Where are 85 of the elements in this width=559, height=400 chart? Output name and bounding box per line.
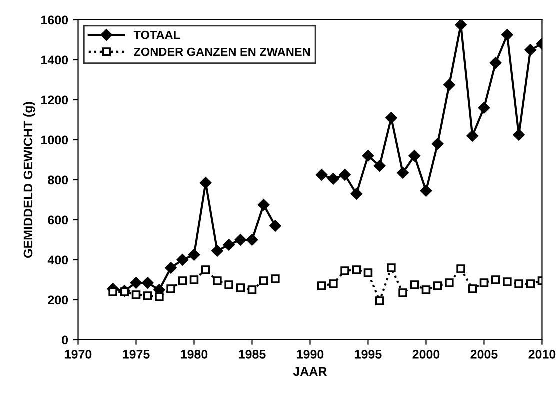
point xyxy=(316,169,328,181)
point xyxy=(362,150,374,162)
y-tick-label: 200 xyxy=(48,296,68,305)
point xyxy=(397,167,409,179)
y-tick-label: 1600 xyxy=(42,16,68,25)
y-tick-label: 400 xyxy=(48,256,68,265)
point xyxy=(387,264,396,272)
point xyxy=(259,276,268,286)
point xyxy=(491,276,500,284)
point xyxy=(271,274,280,284)
x-axis-title: JAAR xyxy=(293,367,328,376)
x-tick-label: 1985 xyxy=(239,350,266,359)
point xyxy=(420,185,432,197)
point xyxy=(468,284,478,294)
point xyxy=(142,277,154,289)
point xyxy=(213,276,222,286)
point xyxy=(200,177,212,189)
x-tick-label: 1995 xyxy=(355,350,382,359)
x-tick-label: 1970 xyxy=(65,350,92,359)
point xyxy=(212,245,224,257)
x-tick-label: 1975 xyxy=(123,350,150,359)
point xyxy=(329,280,338,288)
y-tick-label: 1400 xyxy=(42,56,68,65)
y-tick-label: 600 xyxy=(48,216,68,225)
point xyxy=(422,286,431,294)
point xyxy=(375,296,384,306)
y-tick-label: 800 xyxy=(48,176,68,185)
point xyxy=(178,276,188,286)
x-tick-label: 1990 xyxy=(297,350,324,359)
point xyxy=(165,262,177,274)
point xyxy=(328,173,340,185)
point xyxy=(445,278,454,288)
y-tick-label: 1000 xyxy=(42,136,68,145)
point xyxy=(236,284,246,292)
point xyxy=(480,278,489,288)
legend-label: TOTAAL xyxy=(134,30,180,40)
point xyxy=(466,130,478,142)
point xyxy=(224,280,234,290)
point xyxy=(455,20,467,31)
point xyxy=(258,199,270,211)
point xyxy=(502,29,514,41)
x-tick-label: 2005 xyxy=(470,350,498,359)
point xyxy=(155,292,164,302)
point xyxy=(248,286,257,294)
point xyxy=(503,278,512,286)
point xyxy=(352,266,362,274)
point xyxy=(176,254,188,266)
point xyxy=(234,234,246,246)
point xyxy=(166,284,176,294)
point xyxy=(340,266,350,276)
point xyxy=(246,234,258,246)
point xyxy=(364,268,373,278)
point xyxy=(398,288,408,298)
point xyxy=(132,290,141,300)
point xyxy=(130,277,142,289)
point xyxy=(374,160,386,172)
point xyxy=(490,57,502,69)
point xyxy=(386,112,398,124)
point xyxy=(143,292,152,300)
x-tick-label: 1980 xyxy=(181,350,208,359)
y-tick-label: 1200 xyxy=(42,96,68,105)
point xyxy=(223,239,235,251)
point xyxy=(478,102,490,114)
point xyxy=(317,282,326,290)
point xyxy=(188,249,200,261)
y-axis-title: GEMIDDELD GEWICHT (g) xyxy=(23,102,36,258)
point xyxy=(524,44,536,56)
y-tick-label: 0 xyxy=(62,336,68,345)
point xyxy=(410,280,420,290)
point xyxy=(456,264,466,274)
point xyxy=(350,188,362,200)
point xyxy=(201,266,210,274)
point xyxy=(408,150,420,162)
point xyxy=(514,280,524,288)
point xyxy=(526,280,536,288)
point xyxy=(432,138,444,150)
point xyxy=(190,276,199,284)
point xyxy=(513,129,525,141)
point xyxy=(433,282,442,290)
legend-label: ZONDER GANZEN EN ZWANEN xyxy=(134,48,310,56)
point xyxy=(339,169,351,181)
point xyxy=(270,220,282,232)
x-tick-label: 2010 xyxy=(528,350,556,359)
point xyxy=(444,79,456,91)
x-tick-label: 2000 xyxy=(412,350,440,359)
